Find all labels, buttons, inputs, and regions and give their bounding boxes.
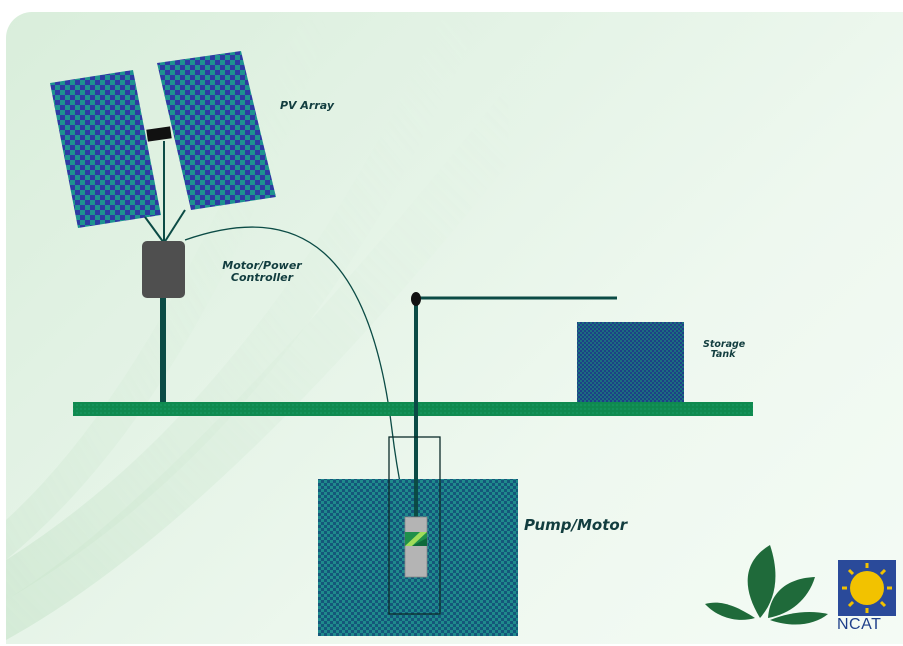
pv-support-wires [144,141,186,244]
pv-panel-right [157,51,276,210]
motor-controller-label: Motor/Power Controller [218,260,306,283]
well-casing [388,436,441,615]
motor-controller-label-line1: Motor/Power [222,259,302,272]
pipe-elbow [411,292,421,306]
storage-tank-label-line2: Tank [710,348,736,360]
pump-motor-label: Pump/Motor [524,516,628,534]
ncat-sun-logo [838,560,896,616]
leaf-logo [705,545,828,625]
motor-power-controller [142,241,185,402]
storage-tank-label-line1: Storage [703,339,746,350]
pump-motor-unit [404,516,428,578]
motor-controller-label-line2: Controller [230,270,294,284]
pv-mount-bracket [146,126,172,142]
pv-array-label: PV Array [280,99,335,112]
pv-array [50,51,276,244]
pv-panel-left [50,70,161,228]
ground-line [73,402,753,416]
ncat-logo-text: NCAT [837,616,882,633]
storage-tank [577,322,684,402]
storage-tank-label: Storage Tank [703,339,746,360]
